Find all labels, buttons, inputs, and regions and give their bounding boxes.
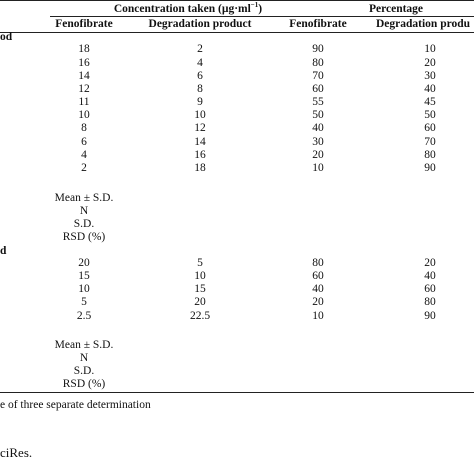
table-cell: 45 (424, 96, 436, 108)
table-cell: 15 (78, 270, 90, 282)
stat-label-rsd: RSD (%) (62, 378, 106, 390)
table-cell: 6 (81, 136, 87, 148)
stat-label-rsd: RSD (%) (62, 231, 106, 243)
table-cell: 11 (78, 96, 90, 108)
table-cell: 60 (424, 122, 436, 134)
table-cell: 40 (312, 122, 324, 134)
table-bottom-rule (0, 392, 474, 393)
table-cell: 12 (78, 83, 90, 95)
table-cell: 30 (312, 136, 324, 148)
table-cell: 90 (424, 310, 436, 322)
col-header-fenofibrate-conc: Fenofibrate (55, 18, 113, 30)
table-cell: 4 (81, 149, 87, 161)
table-cell: 60 (312, 270, 324, 282)
stat-label-n: N (79, 205, 89, 217)
table-cell: 2.5 (76, 310, 92, 322)
header-bottom-rule (0, 32, 474, 33)
stat-label-mean-sd: Mean ± S.D. (54, 192, 114, 204)
table-cell: 60 (312, 83, 324, 95)
table-cell: 5 (197, 257, 203, 269)
concentration-header-underline (50, 16, 326, 17)
table-cell: 16 (78, 57, 90, 69)
table-cell: 6 (197, 70, 203, 82)
table-cell: 16 (194, 149, 206, 161)
table-footnote: e of three separate determination (0, 399, 151, 411)
stat-label-n: N (79, 352, 89, 364)
percentage-header-underline (290, 16, 474, 17)
table-cell: 2 (197, 43, 203, 55)
table-cell: 40 (424, 270, 436, 282)
table-cell: 5 (81, 296, 87, 308)
table-cell: 90 (424, 162, 436, 174)
method-label-2: d (0, 245, 7, 257)
table-cell: 4 (197, 57, 203, 69)
stat-label-sd: S.D. (73, 218, 95, 230)
table-cell: 20 (424, 257, 436, 269)
table-cell: 60 (424, 283, 436, 295)
table-cell: 90 (312, 43, 324, 55)
stat-label-mean-sd: Mean ± S.D. (54, 339, 114, 351)
table-cell: 20 (312, 296, 324, 308)
table-cell: 70 (424, 136, 436, 148)
table-cell: 15 (194, 283, 206, 295)
table-cell: 40 (424, 83, 436, 95)
table-cell: 8 (81, 122, 87, 134)
table-cell: 80 (424, 296, 436, 308)
table-cell: 10 (194, 270, 206, 282)
table-cell: 10 (78, 109, 90, 121)
table-cell: 80 (312, 57, 324, 69)
table-cell: 30 (424, 70, 436, 82)
table-cell: 50 (424, 109, 436, 121)
concentration-taken-header: Concentration taken (µg·ml−1) (113, 1, 263, 15)
table-cell: 55 (312, 96, 324, 108)
table-cell: 20 (78, 257, 90, 269)
table-cell: 10 (424, 43, 436, 55)
table-cell: 20 (312, 149, 324, 161)
table-cell: 70 (312, 70, 324, 82)
table-top-rule (0, 0, 474, 1)
table-cell: 12 (194, 122, 206, 134)
table-cell: 10 (312, 162, 324, 174)
table-cell: 80 (312, 257, 324, 269)
table-cell: 40 (312, 283, 324, 295)
table-cell: 8 (197, 83, 203, 95)
table-cell: 14 (194, 136, 206, 148)
col-header-degradation-conc: Degradation product (148, 18, 252, 30)
table-cell: 2 (81, 162, 87, 174)
table-cell: 18 (194, 162, 206, 174)
table-cell: 80 (424, 149, 436, 161)
table-cell: 20 (424, 57, 436, 69)
col-header-degradation-pct: Degradation produ (376, 18, 471, 30)
table-cell: 50 (312, 109, 324, 121)
table-cell: 10 (312, 310, 324, 322)
table-cell: 20 (194, 296, 206, 308)
percentage-header: Percentage (368, 3, 424, 15)
col-header-fenofibrate-pct: Fenofibrate (289, 18, 347, 30)
table-cell: 10 (78, 283, 90, 295)
table-cell: 18 (78, 43, 90, 55)
table-cell: 10 (194, 109, 206, 121)
table-cell: 22.5 (189, 310, 211, 322)
method-label-1: od (0, 31, 13, 43)
table-cell: 9 (197, 96, 203, 108)
source-credit: ciRes. (0, 445, 33, 460)
stat-label-sd: S.D. (73, 365, 95, 377)
table-cell: 14 (78, 70, 90, 82)
